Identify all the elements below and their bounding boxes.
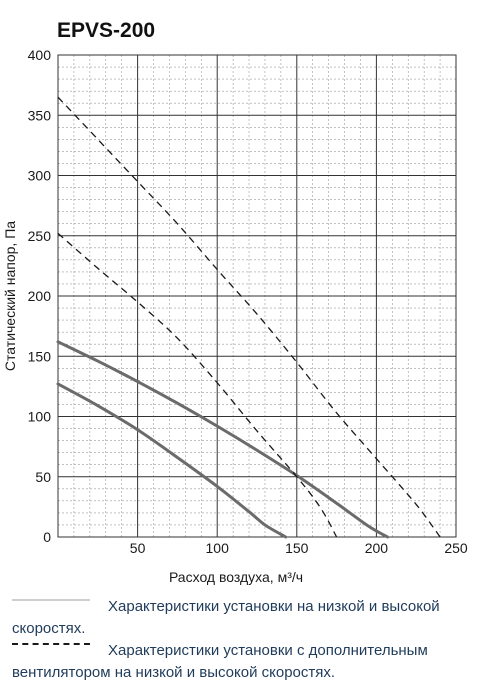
y-tick-label: 400 — [28, 47, 52, 63]
y-tick-label: 250 — [28, 228, 52, 244]
x-tick-label: 150 — [285, 540, 309, 556]
chart: EPVS-200 0 50 100 150 200 250 300 350 400 50 100 15… — [2, 19, 468, 585]
series-line-3 — [57, 232, 338, 538]
x-axis-label: Расход воздуха, м³/ч — [169, 569, 303, 585]
series-group — [56, 96, 441, 539]
x-tick-label: 100 — [206, 540, 230, 556]
y-tick-label: 100 — [28, 409, 52, 425]
series-line-1 — [56, 382, 288, 539]
x-tick-label: 250 — [444, 540, 468, 556]
plot-frame — [57, 54, 457, 538]
y-tick-label: 150 — [28, 348, 52, 364]
legend-text-dashed: Характеристики установки с дополнительны… — [12, 642, 428, 681]
legend-item-dashed: Характеристики установки с дополнительны… — [12, 640, 492, 684]
x-tick-label: 50 — [130, 540, 146, 556]
legend-text-solid: Характеристики установки на низкой и выс… — [12, 598, 440, 637]
legend-item-solid: Характеристики установки на низкой и выс… — [12, 596, 492, 640]
y-tick-label: 300 — [28, 168, 52, 184]
legend-dashed-line-icon — [12, 643, 90, 655]
y-tick-label: 0 — [43, 529, 51, 545]
tick-labels: 0 50 100 150 200 250 300 350 400 50 100 150 200 250 — [28, 47, 468, 556]
series-line-2 — [56, 340, 390, 539]
y-tick-label: 50 — [35, 469, 51, 485]
chart-title: EPVS-200 — [57, 19, 155, 42]
grid — [57, 54, 457, 538]
legend-solid-line-icon — [12, 599, 90, 611]
y-tick-label: 350 — [28, 107, 52, 123]
y-tick-label: 200 — [28, 288, 52, 304]
series-line-4 — [57, 96, 441, 538]
y-axis-label: Статический напор, Па — [2, 221, 18, 371]
x-tick-label: 200 — [365, 540, 389, 556]
